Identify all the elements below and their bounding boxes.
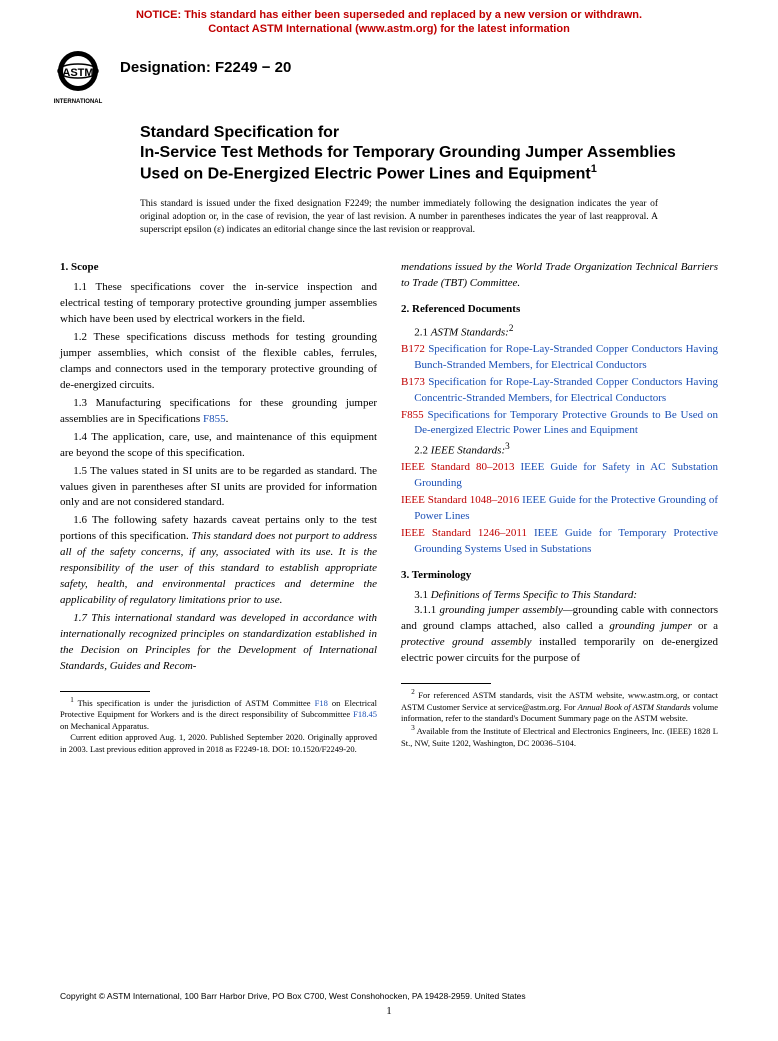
svg-text:INTERNATIONAL: INTERNATIONAL [54,99,103,105]
ref-ieee1246-code[interactable]: IEEE Standard 1246–2011 [401,527,527,539]
para-1-3: 1.3 Manufacturing specifications for the… [60,396,377,428]
ref-b172-text[interactable]: Specification for Rope-Lay-Stranded Copp… [414,343,718,371]
designation: Designation: F2249 − 20 [120,49,291,76]
para-1-4: 1.4 The application, care, use, and main… [60,430,377,462]
right-column: mendations issued by the World Trade Org… [401,260,718,755]
ref-b172: B172 Specification for Rope-Lay-Stranded… [401,342,718,374]
para-1-1: 1.1 These specifications cover the in-se… [60,280,377,328]
ref-f855-code[interactable]: F855 [401,409,424,421]
ref-ieee1048-code[interactable]: IEEE Standard 1048–2016 [401,494,519,506]
ref-b172-code[interactable]: B172 [401,343,425,355]
link-f855[interactable]: F855 [203,413,226,425]
ref-b173-code[interactable]: B173 [401,376,425,388]
footnote-divider-left [60,691,150,692]
p311-d: or a [692,620,718,632]
para-3-1-1: 3.1.1 grounding jumper assembly— groundin… [401,603,718,667]
astm-logo-icon: ASTM INTERNATIONAL [48,49,108,105]
ref-ieee80-code[interactable]: IEEE Standard 80–2013 [401,461,514,473]
sub-2-1: 2.1 ASTM Standards:2 [401,322,718,342]
body-columns: 1. Scope 1.1 These specifications cover … [0,236,778,755]
left-column: 1. Scope 1.1 These specifications cover … [60,260,377,755]
fn1-b: This specification is under the jurisdic… [74,698,315,708]
section-2-head: 2. Referenced Documents [401,302,718,318]
ref-f855-text[interactable]: Specifications for Temporary Protective … [414,409,718,437]
p311-a: 3.1.1 [414,604,439,616]
p311-e: protective ground assembly [401,636,531,648]
para-1-7-cont: mendations issued by the World Trade Org… [401,260,718,292]
s2-2-sup: 3 [505,441,510,451]
s3-1-label: 3.1 [414,589,431,601]
link-f1845[interactable]: F18.45 [353,709,377,719]
notice-line1: NOTICE: This standard has either been su… [136,9,642,21]
designation-value: F2249 − 20 [215,59,291,76]
link-f18[interactable]: F18 [315,698,328,708]
issuance-note: This standard is issued under the fixed … [0,184,778,236]
title-main: In-Service Test Methods for Temporary Gr… [140,143,718,184]
s2-2-label: 2.2 [414,445,431,457]
s2-2-italic: IEEE Standards: [431,445,505,457]
footer: Copyright © ASTM International, 100 Barr… [0,991,778,1017]
sub-2-2: 2.2 IEEE Standards:3 [401,440,718,460]
p311-c: grounding jumper [609,620,692,632]
footnote-1-cont: Current edition approved Aug. 1, 2020. P… [60,732,377,755]
s3-1-italic: Definitions of Terms Specific to This St… [431,589,637,601]
designation-label: Designation: [120,59,215,76]
s2-1-sup: 2 [509,323,514,333]
p311-term: grounding jumper assembly— [439,604,572,616]
footnote-2: 2 For referenced ASTM standards, visit t… [401,688,718,724]
ref-ieee1246: IEEE Standard 1246–2011 IEEE Guide for T… [401,526,718,558]
sub-3-1: 3.1 Definitions of Terms Specific to Thi… [401,588,718,604]
s2-1-label: 2.1 [414,327,431,339]
para-1-7: 1.7 This international standard was deve… [60,611,377,675]
footnote-1: 1 This specification is under the jurisd… [60,696,377,732]
section-3-head: 3. Terminology [401,568,718,584]
s2-1-italic: ASTM Standards: [431,327,509,339]
title-superscript: 1 [591,163,597,175]
section-1-head: 1. Scope [60,260,377,276]
ref-ieee80: IEEE Standard 80–2013 IEEE Guide for Saf… [401,460,718,492]
fn2-c: Annual Book of ASTM Standards [578,702,691,712]
ref-b173: B173 Specification for Rope-Lay-Stranded… [401,375,718,407]
copyright: Copyright © ASTM International, 100 Barr… [0,991,778,1001]
ref-b173-text[interactable]: Specification for Rope-Lay-Stranded Copp… [414,376,718,404]
title-block: Standard Specification for In-Service Te… [0,105,778,184]
ref-f855: F855 Specifications for Temporary Protec… [401,408,718,440]
ref-ieee1048: IEEE Standard 1048–2016 IEEE Guide for t… [401,493,718,525]
title-label: Standard Specification for [140,123,718,143]
page-number: 1 [0,1005,778,1017]
header: ASTM INTERNATIONAL Designation: F2249 − … [0,41,778,105]
notice-banner: NOTICE: This standard has either been su… [0,0,778,41]
fn1-d: on Mechanical Apparatus. [60,721,149,731]
fn3-b: Available from the Institute of Electric… [401,726,718,747]
para-1-2: 1.2 These specifications discuss methods… [60,330,377,394]
footnote-divider-right [401,683,491,684]
footnote-3: 3 Available from the Institute of Electr… [401,724,718,749]
para-1-6: 1.6 The following safety hazards caveat … [60,513,377,609]
para-1-3-b: . [226,413,229,425]
para-1-5: 1.5 The values stated in SI units are to… [60,464,377,512]
notice-line2: Contact ASTM International (www.astm.org… [208,23,570,35]
